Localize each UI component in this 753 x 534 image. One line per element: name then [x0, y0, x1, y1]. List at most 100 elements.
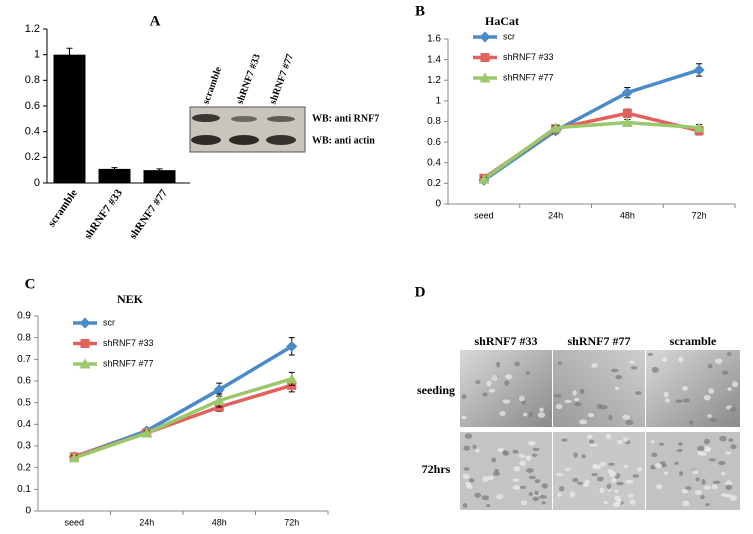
- cell: [616, 481, 624, 486]
- cell: [705, 503, 710, 507]
- cell: [475, 448, 480, 453]
- cell: [573, 452, 578, 458]
- cell: [689, 420, 694, 425]
- cell: [491, 374, 499, 381]
- cell: [499, 411, 506, 416]
- lane-label: shRNF7 #77: [268, 53, 296, 106]
- cell: [625, 479, 634, 484]
- cell: [491, 457, 497, 463]
- cell: [461, 415, 467, 420]
- legend-label: shRNF7 #77: [503, 72, 554, 82]
- cell: [541, 501, 546, 505]
- legend-marker: [480, 53, 490, 62]
- cell: [707, 363, 713, 369]
- cell: [472, 444, 477, 450]
- blot-image: [189, 106, 306, 153]
- cell: [596, 476, 604, 482]
- cell: [555, 473, 564, 477]
- cell: [616, 498, 622, 505]
- cell: [486, 380, 492, 387]
- cell: [466, 484, 473, 490]
- lane-label: scramble: [201, 65, 225, 106]
- cell: [596, 403, 603, 409]
- cell: [701, 478, 706, 485]
- cell: [512, 478, 520, 482]
- y-tick-label: 0.9: [17, 311, 31, 322]
- x-tick-label: 48h: [212, 517, 227, 527]
- cell: [572, 390, 577, 396]
- cell: [629, 360, 636, 364]
- cell: [591, 472, 598, 477]
- cell: [725, 480, 733, 487]
- cell: [708, 388, 715, 394]
- cell: [573, 397, 580, 402]
- cell: [532, 496, 540, 502]
- cell: [678, 356, 684, 363]
- cell: [557, 361, 563, 366]
- x-tick-label: scramble: [46, 187, 80, 229]
- chart-title: NEK: [117, 292, 144, 306]
- cell: [496, 361, 501, 368]
- cell: [617, 440, 623, 445]
- cell: [474, 492, 482, 498]
- cell: [461, 393, 467, 400]
- cell: [531, 453, 538, 457]
- legend-label: shRNF7 #33: [103, 338, 154, 348]
- micrograph: [646, 350, 740, 427]
- cell: [605, 433, 611, 440]
- cell: [569, 491, 576, 498]
- cell: [539, 494, 547, 499]
- cell: [523, 412, 528, 417]
- cell: [608, 462, 615, 466]
- cell: [557, 492, 562, 497]
- panel-label: C: [25, 276, 36, 292]
- cell: [726, 351, 732, 357]
- cell: [695, 477, 700, 482]
- cell: [599, 462, 607, 467]
- panel-label: B: [415, 3, 425, 19]
- cell: [724, 451, 732, 455]
- cell: [534, 479, 541, 484]
- y-tick-label: 1.4: [427, 54, 441, 65]
- cell: [564, 399, 572, 404]
- series-line: [482, 111, 700, 180]
- cell: [463, 445, 471, 451]
- cell: [591, 363, 598, 368]
- cell: [709, 418, 718, 422]
- cell: [658, 442, 665, 446]
- cell: [462, 473, 470, 479]
- marker: [621, 117, 633, 128]
- cell: [622, 414, 630, 420]
- cell: [664, 398, 670, 403]
- x-tick-label: 24h: [548, 210, 563, 220]
- cell: [553, 393, 562, 398]
- error-bar: [111, 167, 118, 171]
- panel-label: A: [150, 13, 161, 29]
- cell: [558, 486, 565, 492]
- y-tick-label: 1: [34, 49, 40, 61]
- micrograph-column-label: shRNF7 #77: [567, 334, 630, 348]
- cell: [721, 370, 729, 375]
- cell: [662, 356, 668, 362]
- cell: [674, 461, 679, 465]
- y-tick-label: 0.1: [17, 484, 31, 495]
- cell: [574, 402, 582, 407]
- cell: [694, 490, 703, 496]
- cell: [572, 477, 579, 483]
- marker: [622, 108, 632, 118]
- cell: [655, 484, 663, 490]
- cell: [583, 482, 589, 487]
- micrograph-column-label: scramble: [670, 334, 717, 348]
- legend-marker: [79, 317, 91, 329]
- y-tick-label: 0.2: [427, 178, 441, 189]
- micrograph: [553, 432, 645, 510]
- cell: [519, 460, 527, 467]
- cell: [635, 391, 642, 395]
- cell: [487, 475, 494, 481]
- cell: [561, 438, 568, 442]
- cell: [468, 478, 475, 483]
- y-tick-label: 0.7: [17, 354, 31, 365]
- cell: [682, 398, 690, 403]
- y-tick-label: 1.2: [427, 75, 441, 86]
- y-tick-label: 0: [25, 506, 31, 517]
